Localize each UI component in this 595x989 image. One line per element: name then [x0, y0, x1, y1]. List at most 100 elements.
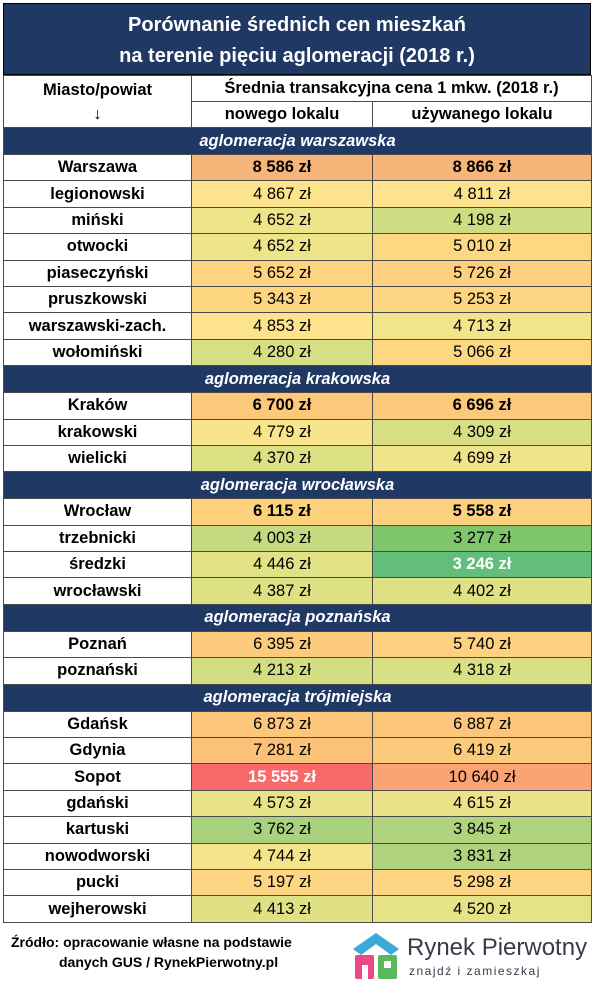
- location-name: krakowski: [3, 418, 192, 446]
- logo-brand-name: Rynek Pierwotny: [407, 934, 588, 961]
- table-row: Kraków 6 700 zł 6 696 zł: [3, 392, 592, 420]
- location-name: warszawski-zach.: [3, 312, 192, 340]
- table-row: Wrocław 6 115 zł 5 558 zł: [3, 498, 592, 526]
- header-row-2: nowego lokalu używanego lokalu: [4, 101, 592, 128]
- location-name: Wrocław: [3, 498, 192, 526]
- location-name: poznański: [3, 657, 192, 685]
- used-unit-price: 3 845 zł: [372, 816, 592, 844]
- title-line-1: Porównanie średnich cen mieszkań: [128, 14, 466, 36]
- table-row: otwocki 4 652 zł 5 010 zł: [3, 233, 592, 261]
- used-unit-price: 8 866 zł: [372, 153, 592, 182]
- new-unit-price: 8 586 zł: [191, 153, 373, 182]
- location-name: wołomiński: [3, 338, 192, 367]
- location-name: Gdańsk: [3, 710, 192, 739]
- table-row: kartuski 3 762 zł 3 845 zł: [3, 816, 592, 844]
- used-unit-price: 5 558 zł: [372, 498, 592, 526]
- new-unit-price: 5 343 zł: [191, 285, 373, 314]
- down-arrow-icon: ↓: [93, 104, 102, 123]
- table-row: średzki 4 446 zł 3 246 zł: [3, 551, 592, 579]
- table-row: warszawski-zach. 4 853 zł 4 713 zł: [3, 312, 592, 340]
- location-name: Sopot: [3, 763, 192, 791]
- table-row: pucki 5 197 zł 5 298 zł: [3, 868, 592, 897]
- used-unit-price: 4 402 zł: [372, 577, 592, 605]
- header-row-1: Miasto/powiat ↓ Średnia transakcyjna cen…: [3, 75, 592, 128]
- logo-tagline: znajdź i zamieszkaj: [409, 964, 541, 978]
- section-header: aglomeracja warszawska: [3, 127, 592, 155]
- used-unit-price: 5 253 zł: [372, 285, 592, 314]
- table-row: nowodworski 4 744 zł 3 831 zł: [3, 842, 592, 870]
- table-row: Warszawa 8 586 zł 8 866 zł: [3, 153, 592, 182]
- table-row: Poznań 6 395 zł 5 740 zł: [3, 630, 592, 659]
- table-row: gdański 4 573 zł 4 615 zł: [3, 789, 592, 818]
- used-unit-price: 5 010 zł: [372, 233, 592, 261]
- location-name: pucki: [3, 868, 192, 897]
- section-header: aglomeracja trójmiejska: [3, 683, 592, 712]
- used-unit-price: 6 419 zł: [372, 737, 592, 765]
- location-name: kartuski: [3, 816, 192, 844]
- section-header: aglomeracja krakowska: [3, 365, 592, 394]
- section-header: aglomeracja wrocławska: [3, 471, 592, 500]
- new-unit-price: 4 446 zł: [191, 551, 373, 579]
- source-line-2: danych GUS / RynekPierwotny.pl: [59, 954, 279, 970]
- table-row: Sopot 15 555 zł 10 640 zł: [3, 763, 592, 791]
- new-unit-price: 3 762 zł: [191, 816, 373, 844]
- used-unit-price: 5 740 zł: [372, 630, 592, 659]
- location-name: średzki: [3, 551, 192, 579]
- location-name: pruszkowski: [3, 285, 192, 314]
- new-unit-price: 4 867 zł: [191, 180, 373, 208]
- new-unit-price: 4 413 zł: [191, 895, 373, 923]
- new-unit-price: 4 744 zł: [191, 842, 373, 870]
- new-unit-price: 4 003 zł: [191, 524, 373, 553]
- section-title: aglomeracja warszawska: [3, 127, 592, 155]
- used-unit-price: 3 831 zł: [372, 842, 592, 870]
- rynek-pierwotny-logo: Rynek Pierwotny znajdź i zamieszkaj: [351, 930, 591, 984]
- price-table: Miasto/powiat ↓ Średnia transakcyjna cen…: [3, 75, 592, 923]
- used-unit-price: 4 713 zł: [372, 312, 592, 340]
- location-name: piaseczyński: [3, 259, 192, 287]
- table-row: Gdańsk 6 873 zł 6 887 zł: [3, 710, 592, 739]
- house-logo-icon: [353, 933, 399, 979]
- location-name: wrocławski: [3, 577, 192, 605]
- location-name: Poznań: [3, 630, 192, 659]
- header-avg-price: Średnia transakcyjna cena 1 mkw. (2018 r…: [191, 75, 592, 102]
- source-note: Źródło: opracowanie własne na podstawie …: [11, 932, 292, 972]
- location-name: miński: [3, 206, 192, 235]
- table-row: miński 4 652 zł 4 198 zł: [3, 206, 592, 235]
- location-name: gdański: [3, 789, 192, 818]
- header-city-county: Miasto/powiat ↓: [3, 75, 192, 128]
- used-unit-price: 4 615 zł: [372, 789, 592, 818]
- table-row: legionowski 4 867 zł 4 811 zł: [3, 180, 592, 208]
- table-row: wrocławski 4 387 zł 4 402 zł: [3, 577, 592, 605]
- location-name: otwocki: [3, 233, 192, 261]
- header-city-county-label: Miasto/powiat: [42, 80, 153, 99]
- table-row: pruszkowski 5 343 zł 5 253 zł: [3, 285, 592, 314]
- section-header: aglomeracja poznańska: [3, 603, 592, 632]
- new-unit-price: 4 853 zł: [191, 312, 373, 340]
- new-unit-price: 4 779 zł: [191, 418, 373, 446]
- new-unit-price: 5 652 zł: [191, 259, 373, 287]
- title-line-2: na terenie pięciu aglomeracji (2018 r.): [119, 45, 475, 67]
- new-unit-price: 4 652 zł: [191, 233, 373, 261]
- location-name: nowodworski: [3, 842, 192, 870]
- used-unit-price: 5 726 zł: [372, 259, 592, 287]
- used-unit-price: 6 887 zł: [372, 710, 592, 739]
- source-line-1: Źródło: opracowanie własne na podstawie: [11, 934, 292, 950]
- table-row: wołomiński 4 280 zł 5 066 zł: [3, 338, 592, 367]
- new-unit-price: 15 555 zł: [191, 763, 373, 791]
- section-title: aglomeracja krakowska: [3, 365, 592, 394]
- location-name: wielicki: [3, 444, 192, 473]
- new-unit-price: 5 197 zł: [191, 868, 373, 897]
- location-name: legionowski: [3, 180, 192, 208]
- used-unit-price: 6 696 zł: [372, 392, 592, 420]
- used-unit-price: 3 246 zł: [372, 551, 592, 579]
- used-unit-price: 4 318 zł: [372, 657, 592, 685]
- table-title: Porównanie średnich cen mieszkań na tere…: [3, 3, 591, 75]
- table-row: krakowski 4 779 zł 4 309 zł: [3, 418, 592, 446]
- new-unit-price: 6 115 zł: [191, 498, 373, 526]
- used-unit-price: 4 198 zł: [372, 206, 592, 235]
- used-unit-price: 5 298 zł: [372, 868, 592, 897]
- new-unit-price: 4 280 zł: [191, 338, 373, 367]
- section-title: aglomeracja poznańska: [3, 603, 592, 632]
- table-row: wejherowski 4 413 zł 4 520 zł: [3, 895, 592, 923]
- new-unit-price: 4 573 zł: [191, 789, 373, 818]
